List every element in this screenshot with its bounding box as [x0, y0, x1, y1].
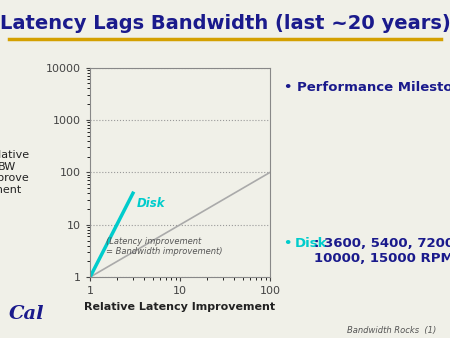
Y-axis label: Relative
BW
Improve
ment: Relative BW Improve ment — [0, 150, 30, 195]
Text: : 3600, 5400, 7200,
10000, 15000 RPM: : 3600, 5400, 7200, 10000, 15000 RPM — [314, 237, 450, 265]
Text: • Performance Milestones: • Performance Milestones — [284, 81, 450, 94]
Text: Latency Lags Bandwidth (last ~20 years): Latency Lags Bandwidth (last ~20 years) — [0, 14, 450, 32]
Text: Disk: Disk — [295, 237, 327, 249]
Text: Disk: Disk — [137, 197, 165, 210]
Text: Cal: Cal — [9, 305, 45, 323]
Text: •: • — [284, 237, 297, 249]
X-axis label: Relative Latency Improvement: Relative Latency Improvement — [85, 302, 275, 312]
Text: Bandwidth Rocks  (1): Bandwidth Rocks (1) — [347, 325, 436, 335]
Text: (Latency improvement
= Bandwidth improvement): (Latency improvement = Bandwidth improve… — [106, 237, 222, 256]
